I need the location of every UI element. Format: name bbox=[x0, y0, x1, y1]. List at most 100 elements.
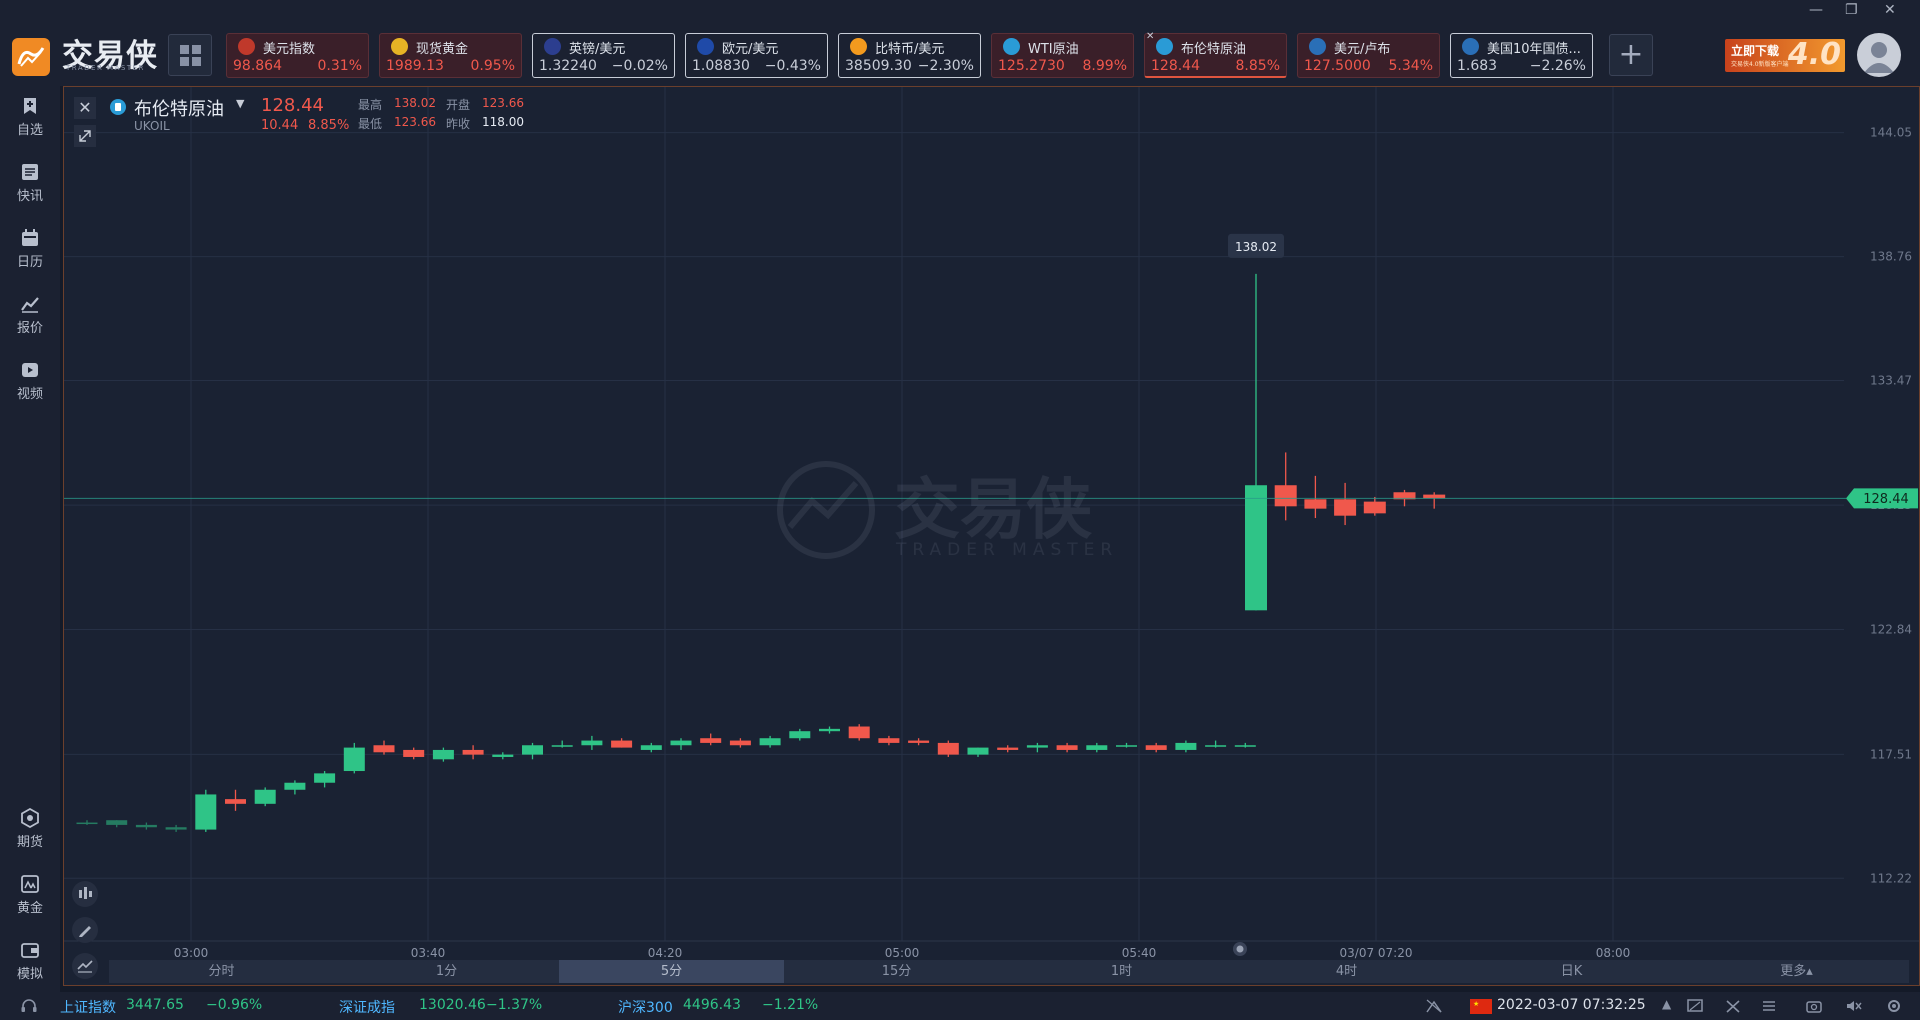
candle bbox=[314, 771, 336, 788]
headset-icon[interactable] bbox=[20, 998, 38, 1014]
candle-body bbox=[611, 740, 633, 748]
indicator-tool-button[interactable] bbox=[72, 881, 98, 907]
candlestick-chart[interactable]: 交易侠 TRADER MASTER 144.05138.76133.47128.… bbox=[64, 87, 1919, 985]
menu-icon[interactable] bbox=[1760, 998, 1778, 1014]
period-tab[interactable]: 5分 bbox=[559, 960, 784, 983]
close-ticker-icon[interactable]: ✕ bbox=[1146, 31, 1155, 42]
network-icon[interactable] bbox=[1425, 998, 1443, 1014]
candles-group bbox=[76, 273, 1446, 832]
candle-body bbox=[878, 738, 900, 743]
news-list-icon bbox=[22, 164, 38, 180]
close-window-icon[interactable]: ✕ bbox=[1884, 2, 1896, 18]
candle-body bbox=[729, 740, 751, 746]
ticker-price: 1.683 bbox=[1457, 58, 1498, 74]
ticker-price: 1.32240 bbox=[539, 58, 597, 74]
grid-menu-button[interactable] bbox=[168, 34, 212, 76]
candle-body bbox=[403, 749, 425, 757]
calendar-icon bbox=[22, 229, 38, 246]
sidebar-item-news[interactable]: 快讯 bbox=[0, 162, 60, 218]
ticker-card[interactable]: 英镑/美元 1.32240 −0.02% bbox=[532, 33, 675, 78]
period-tab[interactable]: 日K bbox=[1560, 964, 1583, 979]
high-marker-label: 138.02 bbox=[1235, 240, 1277, 254]
period-tab[interactable]: 1时 bbox=[1110, 964, 1133, 979]
price-tick-label: 112.22 bbox=[1870, 871, 1912, 885]
prev-close-value: 118.00 bbox=[482, 115, 524, 129]
period-tab[interactable]: 更多▴ bbox=[1780, 964, 1813, 979]
ticker-card[interactable]: 美元/卢布 127.5000 5.34% bbox=[1297, 33, 1440, 78]
sidebar-item-label: 自选 bbox=[16, 123, 43, 138]
ticker-name: 美国10年国债... bbox=[1487, 42, 1581, 57]
ticker-name: 英镑/美元 bbox=[569, 42, 626, 57]
settings-gear-icon[interactable] bbox=[1885, 998, 1903, 1014]
candle-body bbox=[908, 740, 930, 743]
sidebar-item-simulation[interactable]: 模拟 bbox=[0, 940, 60, 996]
sidebar-item-label: 报价 bbox=[16, 321, 43, 336]
candle bbox=[937, 740, 959, 757]
period-tab[interactable]: 15分 bbox=[881, 964, 912, 979]
ad-version: 4.0 bbox=[1787, 37, 1841, 72]
ticker-price: 98.864 bbox=[233, 58, 282, 74]
collapse-up-icon[interactable]: ▲ bbox=[1662, 997, 1672, 1011]
time-axis: 03:00 03:40 04:20 05:00 05:40 03/07 07:20 08:0… bbox=[64, 940, 1919, 960]
period-tab[interactable]: 分时 bbox=[208, 964, 235, 979]
sidebar-item-futures[interactable]: 期货 bbox=[0, 808, 60, 864]
shrink-chart-button[interactable] bbox=[74, 125, 96, 147]
index-name[interactable]: 上证指数 bbox=[60, 1000, 116, 1016]
high-marker-box bbox=[1228, 233, 1284, 258]
candle bbox=[640, 742, 662, 753]
user-avatar[interactable] bbox=[1857, 33, 1901, 77]
ticker-card[interactable]: 美国10年国债... 1.683 −2.26% bbox=[1450, 33, 1593, 78]
restore-icon[interactable]: ❐ bbox=[1845, 2, 1858, 18]
index-name[interactable]: 沪深300 bbox=[618, 1000, 673, 1016]
candle bbox=[1116, 742, 1137, 748]
ticker-price: 125.2730 bbox=[998, 58, 1065, 74]
ticker-change: −0.02% bbox=[611, 58, 668, 74]
ticker-card[interactable]: 布伦特原油 128.44 8.85% ✕ bbox=[1144, 31, 1287, 78]
add-ticker-button[interactable]: + bbox=[1609, 34, 1653, 76]
index-name[interactable]: 深证成指 bbox=[339, 1000, 395, 1016]
price-tick-label: 133.47 bbox=[1870, 374, 1912, 388]
draw-tool-button[interactable] bbox=[72, 917, 98, 943]
sidebar-item-watchlist[interactable]: 自选 bbox=[0, 96, 60, 152]
screen-icon[interactable] bbox=[1686, 998, 1704, 1014]
candle-body bbox=[789, 731, 811, 739]
candle bbox=[1056, 742, 1078, 753]
top-bar: — ❐ ✕ 交易侠 TRADER MASTER 美元指数 98.864 0.31% 现… bbox=[0, 0, 1920, 86]
candle bbox=[1026, 742, 1048, 753]
index-value: 4496.43 bbox=[683, 997, 741, 1013]
chart-type-button[interactable] bbox=[72, 953, 98, 979]
open-value: 123.66 bbox=[482, 96, 524, 110]
sidebar-item-quotes[interactable]: 报价 bbox=[0, 294, 60, 350]
candle-body bbox=[373, 745, 395, 753]
candle bbox=[848, 724, 870, 741]
symbol-name[interactable]: 布伦特原油 bbox=[134, 99, 224, 120]
close-chart-button[interactable]: ✕ bbox=[74, 97, 96, 119]
sidebar-item-calendar[interactable]: 日历 bbox=[0, 228, 60, 284]
period-tab[interactable]: 4时 bbox=[1335, 964, 1358, 979]
ticker-change: 8.85% bbox=[1235, 58, 1280, 74]
ticker-change: −2.30% bbox=[917, 58, 974, 74]
period-tab[interactable]: 1分 bbox=[435, 964, 458, 979]
download-ad-banner[interactable]: 立即下载 交易侠4.0新版客户端 4.0 bbox=[1725, 37, 1845, 72]
candle bbox=[1086, 742, 1108, 753]
sidebar-item-gold[interactable]: 黄金 bbox=[0, 874, 60, 930]
sidebar-item-video[interactable]: 视频 bbox=[0, 360, 60, 416]
candle bbox=[1334, 482, 1357, 526]
oil-icon bbox=[1156, 38, 1173, 55]
ticker-card[interactable]: 美元指数 98.864 0.31% bbox=[226, 33, 369, 78]
ticker-name: 欧元/美元 bbox=[722, 42, 779, 57]
minimize-icon[interactable]: — bbox=[1809, 2, 1823, 18]
ticker-price: 38509.30 bbox=[845, 58, 912, 74]
mute-icon[interactable] bbox=[1845, 998, 1863, 1014]
candle bbox=[729, 738, 751, 748]
tools-icon[interactable] bbox=[1724, 998, 1742, 1014]
high-label: 最高 bbox=[358, 98, 383, 112]
time-tick-label: 08:00 bbox=[1596, 946, 1631, 960]
ticker-card[interactable]: WTI原油 125.2730 8.99% bbox=[991, 33, 1134, 78]
camera-icon[interactable] bbox=[1805, 998, 1823, 1014]
symbol-dropdown-icon[interactable]: ▼ bbox=[236, 97, 245, 110]
ticker-card[interactable]: 欧元/美元 1.08830 −0.43% bbox=[685, 33, 828, 78]
ticker-card[interactable]: 比特币/美元 38509.30 −2.30% bbox=[838, 33, 981, 78]
candle bbox=[1205, 740, 1227, 748]
ticker-card[interactable]: 现货黄金 1989.13 0.95% bbox=[379, 33, 522, 78]
